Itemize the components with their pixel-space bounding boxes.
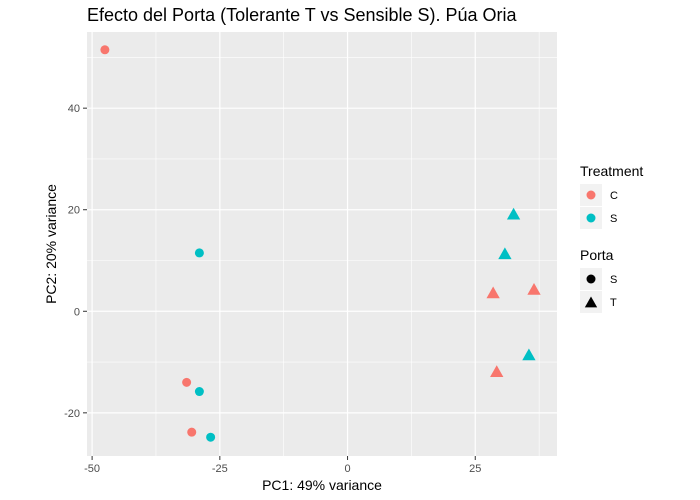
y-tick-label: -20 — [64, 408, 80, 420]
data-point-triangle — [490, 365, 504, 377]
legend-title: Treatment — [580, 163, 643, 179]
data-points — [100, 45, 541, 442]
legend-label: C — [610, 190, 618, 202]
data-point-circle — [194, 387, 204, 397]
y-tick-label: 20 — [68, 205, 80, 217]
legend-key-circle — [586, 274, 596, 284]
x-tick-label: -25 — [212, 463, 228, 475]
data-point-triangle — [506, 207, 521, 220]
y-axis-title: PC2: 20% variance — [43, 184, 59, 304]
data-point-triangle — [486, 286, 500, 299]
plot-panel — [87, 32, 557, 456]
x-tick-label: 0 — [344, 463, 350, 475]
grid-major — [87, 32, 557, 456]
data-point-circle — [187, 427, 197, 437]
chart-title: Efecto del Porta (Tolerante T vs Sensibl… — [87, 5, 518, 25]
grid-minor — [87, 32, 557, 456]
legend-label: S — [610, 274, 617, 286]
y-tick-label: 0 — [74, 306, 80, 318]
data-point-circle — [100, 45, 110, 55]
data-point-circle — [194, 248, 204, 258]
x-tick-label: -50 — [84, 463, 100, 475]
data-point-triangle — [527, 282, 541, 295]
y-tick-label: 40 — [68, 103, 80, 115]
legend-key-circle — [586, 190, 596, 200]
legend-label: S — [610, 213, 617, 225]
axes: -50 -25 0 25 -20 0 20 40 — [64, 103, 481, 475]
legend-title: Porta — [580, 247, 614, 263]
x-tick-label: 25 — [469, 463, 481, 475]
legend-key-circle — [586, 213, 596, 223]
data-point-triangle — [498, 247, 512, 260]
x-axis-title: PC1: 49% variance — [262, 477, 382, 493]
data-point-circle — [206, 432, 216, 442]
legend-key-triangle — [584, 296, 598, 308]
data-point-circle — [182, 377, 192, 387]
data-point-triangle — [522, 348, 536, 361]
legend-label: T — [610, 297, 617, 309]
